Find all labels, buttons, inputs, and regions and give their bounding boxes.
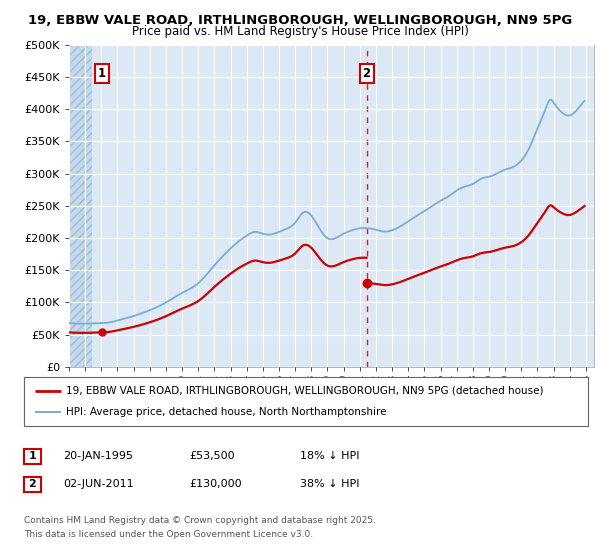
Text: 38% ↓ HPI: 38% ↓ HPI xyxy=(300,479,359,489)
Text: 19, EBBW VALE ROAD, IRTHLINGBOROUGH, WELLINGBOROUGH, NN9 5PG (detached house): 19, EBBW VALE ROAD, IRTHLINGBOROUGH, WEL… xyxy=(66,385,544,395)
Text: 19, EBBW VALE ROAD, IRTHLINGBOROUGH, WELLINGBOROUGH, NN9 5PG: 19, EBBW VALE ROAD, IRTHLINGBOROUGH, WEL… xyxy=(28,14,572,27)
Text: £53,500: £53,500 xyxy=(189,451,235,461)
Text: Contains HM Land Registry data © Crown copyright and database right 2025.
This d: Contains HM Land Registry data © Crown c… xyxy=(24,516,376,539)
Text: 1: 1 xyxy=(98,67,106,80)
Text: 1: 1 xyxy=(29,451,36,461)
Text: 18% ↓ HPI: 18% ↓ HPI xyxy=(300,451,359,461)
Text: £130,000: £130,000 xyxy=(189,479,242,489)
Text: 2: 2 xyxy=(29,479,36,489)
Text: Price paid vs. HM Land Registry's House Price Index (HPI): Price paid vs. HM Land Registry's House … xyxy=(131,25,469,38)
Text: 02-JUN-2011: 02-JUN-2011 xyxy=(63,479,134,489)
Text: HPI: Average price, detached house, North Northamptonshire: HPI: Average price, detached house, Nort… xyxy=(66,407,387,417)
Text: 2: 2 xyxy=(362,67,371,80)
Text: 20-JAN-1995: 20-JAN-1995 xyxy=(63,451,133,461)
